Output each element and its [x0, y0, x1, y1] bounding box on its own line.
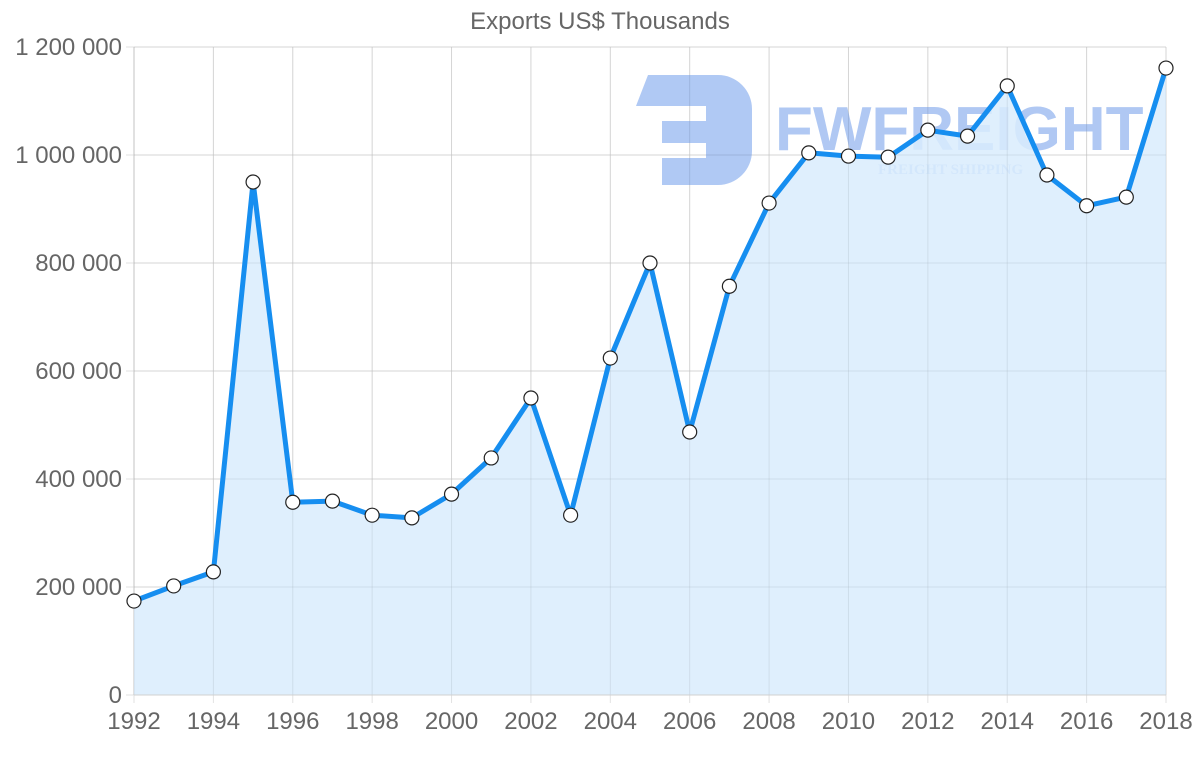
- y-tick-label: 1 000 000: [15, 142, 122, 169]
- data-point[interactable]: [245, 174, 261, 190]
- data-point[interactable]: [1118, 189, 1134, 205]
- x-tick-label: 2014: [981, 708, 1034, 735]
- data-point[interactable]: [126, 593, 142, 609]
- x-tick-label: 1998: [345, 708, 398, 735]
- watermark-icon: [636, 75, 752, 185]
- y-tick-label: 1 200 000: [15, 34, 122, 61]
- data-point[interactable]: [761, 195, 777, 211]
- data-point[interactable]: [721, 278, 737, 294]
- data-point[interactable]: [959, 128, 976, 144]
- data-point[interactable]: [1158, 60, 1174, 76]
- x-tick-label: 2018: [1139, 708, 1192, 735]
- x-tick-label: 1994: [187, 708, 240, 735]
- data-point[interactable]: [205, 564, 221, 580]
- y-tick-label: 200 000: [35, 574, 122, 601]
- x-axis: 1992 1994 1996 1998 2000 2002 2004 2006 2008 2010…: [107, 708, 1192, 735]
- data-point[interactable]: [880, 149, 896, 165]
- data-point[interactable]: [404, 510, 420, 526]
- data-point[interactable]: [682, 424, 698, 440]
- data-point[interactable]: [840, 148, 857, 164]
- x-tick-label: 2016: [1060, 708, 1113, 735]
- chart-title: Exports US$ Thousands: [470, 8, 730, 35]
- x-tick-label: 2000: [425, 708, 478, 735]
- data-point[interactable]: [523, 390, 539, 406]
- x-tick-label: 1996: [266, 708, 319, 735]
- grid-lines-overlay: [133, 46, 1167, 696]
- data-point[interactable]: [999, 78, 1015, 94]
- data-point[interactable]: [166, 578, 182, 594]
- y-axis: 0 200 000 400 000 600 000 800 000 1 000 000 1 …: [15, 34, 122, 709]
- data-points: [126, 60, 1174, 609]
- x-tick-label: 2002: [504, 708, 557, 735]
- data-point[interactable]: [563, 507, 579, 523]
- data-point[interactable]: [483, 450, 499, 466]
- data-point[interactable]: [364, 507, 380, 523]
- x-tick-label: 2006: [663, 708, 716, 735]
- area-fill: [134, 68, 1166, 696]
- x-tick-label: 1992: [107, 708, 160, 735]
- data-point[interactable]: [602, 350, 618, 366]
- data-point[interactable]: [285, 494, 301, 510]
- data-point[interactable]: [443, 486, 460, 502]
- data-point[interactable]: [1079, 198, 1095, 214]
- y-tick-label: 800 000: [35, 250, 122, 277]
- x-tick-label: 2010: [822, 708, 875, 735]
- y-tick-label: 400 000: [35, 466, 122, 493]
- y-tick-label: 0: [109, 682, 122, 709]
- y-tick-label: 600 000: [35, 358, 122, 385]
- x-tick-label: 2008: [742, 708, 795, 735]
- data-point[interactable]: [642, 255, 658, 271]
- data-point[interactable]: [801, 145, 817, 161]
- x-tick-label: 2004: [584, 708, 637, 735]
- data-point[interactable]: [1039, 167, 1055, 183]
- data-point[interactable]: [920, 122, 936, 138]
- x-tick-label: 2012: [901, 708, 954, 735]
- data-point[interactable]: [324, 493, 341, 509]
